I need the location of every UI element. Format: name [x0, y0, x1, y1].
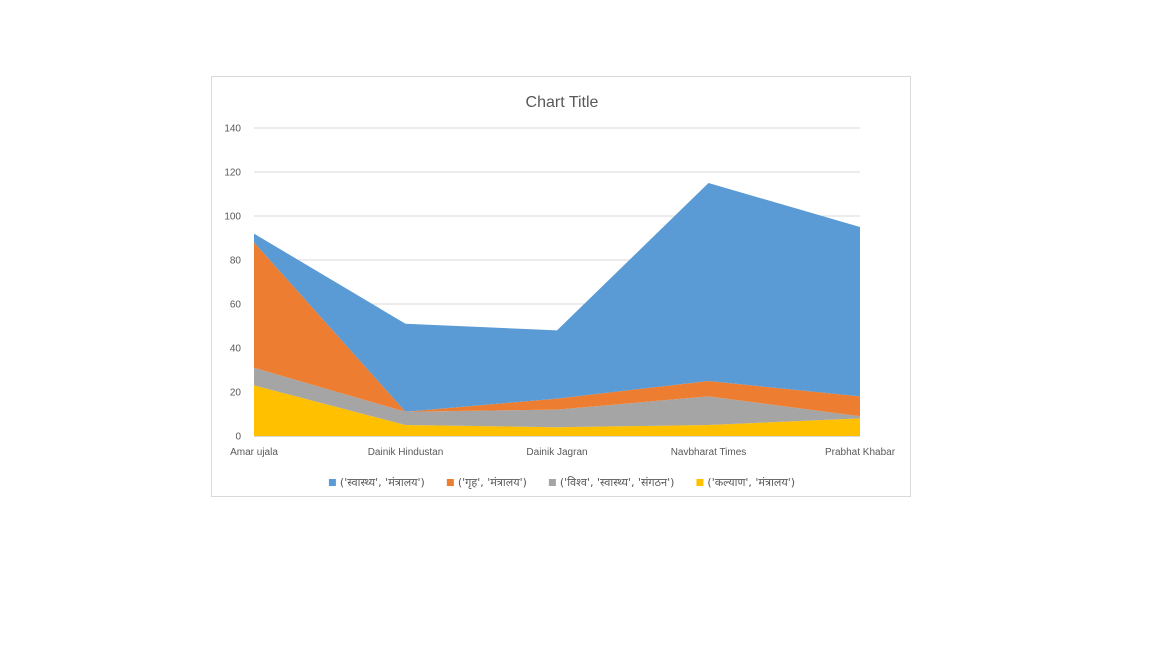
x-tick-label: Amar ujala — [230, 447, 278, 458]
legend-item: ('गृह', 'मंत्रालय') — [446, 476, 527, 489]
legend-label: ('गृह', 'मंत्रालय') — [458, 476, 527, 489]
x-tick-label: Prabhat Khabar — [825, 447, 896, 458]
area-series-2 — [254, 242, 860, 417]
area-series-3 — [254, 183, 860, 412]
legend-item: ('कल्याण', 'मंत्रालय') — [696, 476, 795, 489]
chart-area: Chart Title 0 20 40 60 80 100 120 140 Amar ujal… — [211, 76, 911, 497]
legend-swatch — [696, 479, 704, 486]
y-tick-label: 100 — [224, 212, 241, 223]
y-tick-label: 80 — [230, 256, 242, 267]
legend-swatch — [548, 479, 556, 486]
area-series-0 — [254, 385, 860, 436]
legend-swatch — [328, 479, 336, 486]
legend-item: ('विश्व', 'स्वास्थ्य', 'संगठन') — [548, 476, 675, 489]
y-tick-label: 20 — [230, 388, 242, 399]
legend-label: ('स्वास्थ्य', 'मंत्रालय') — [340, 476, 425, 489]
y-tick-label: 60 — [230, 300, 242, 311]
plot-areas — [254, 183, 860, 436]
y-tick-label: 0 — [235, 432, 241, 443]
y-tick-label: 40 — [230, 344, 242, 355]
area-chart: Chart Title 0 20 40 60 80 100 120 140 Amar ujal… — [224, 94, 896, 489]
legend-swatch — [446, 479, 454, 486]
y-tick-label: 120 — [224, 168, 241, 179]
x-tick-label: Dainik Jagran — [526, 447, 587, 458]
legend-label: ('कल्याण', 'मंत्रालय') — [707, 476, 795, 489]
x-axis: Amar ujala Dainik Hindustan Dainik Jagran N… — [230, 436, 896, 458]
legend-item: ('स्वास्थ्य', 'मंत्रालय') — [328, 476, 425, 489]
chart-title: Chart Title — [526, 94, 599, 111]
y-tick-label: 140 — [224, 124, 241, 135]
area-series-1 — [254, 367, 860, 428]
legend: ('स्वास्थ्य', 'मंत्रालय') ('गृह', 'मंत्रा… — [328, 476, 795, 489]
y-axis: 0 20 40 60 80 100 120 140 — [224, 124, 241, 443]
x-tick-label: Dainik Hindustan — [368, 447, 444, 458]
x-tick-label: Navbharat Times — [671, 447, 747, 458]
legend-label: ('विश्व', 'स्वास्थ्य', 'संगठन') — [560, 476, 675, 489]
